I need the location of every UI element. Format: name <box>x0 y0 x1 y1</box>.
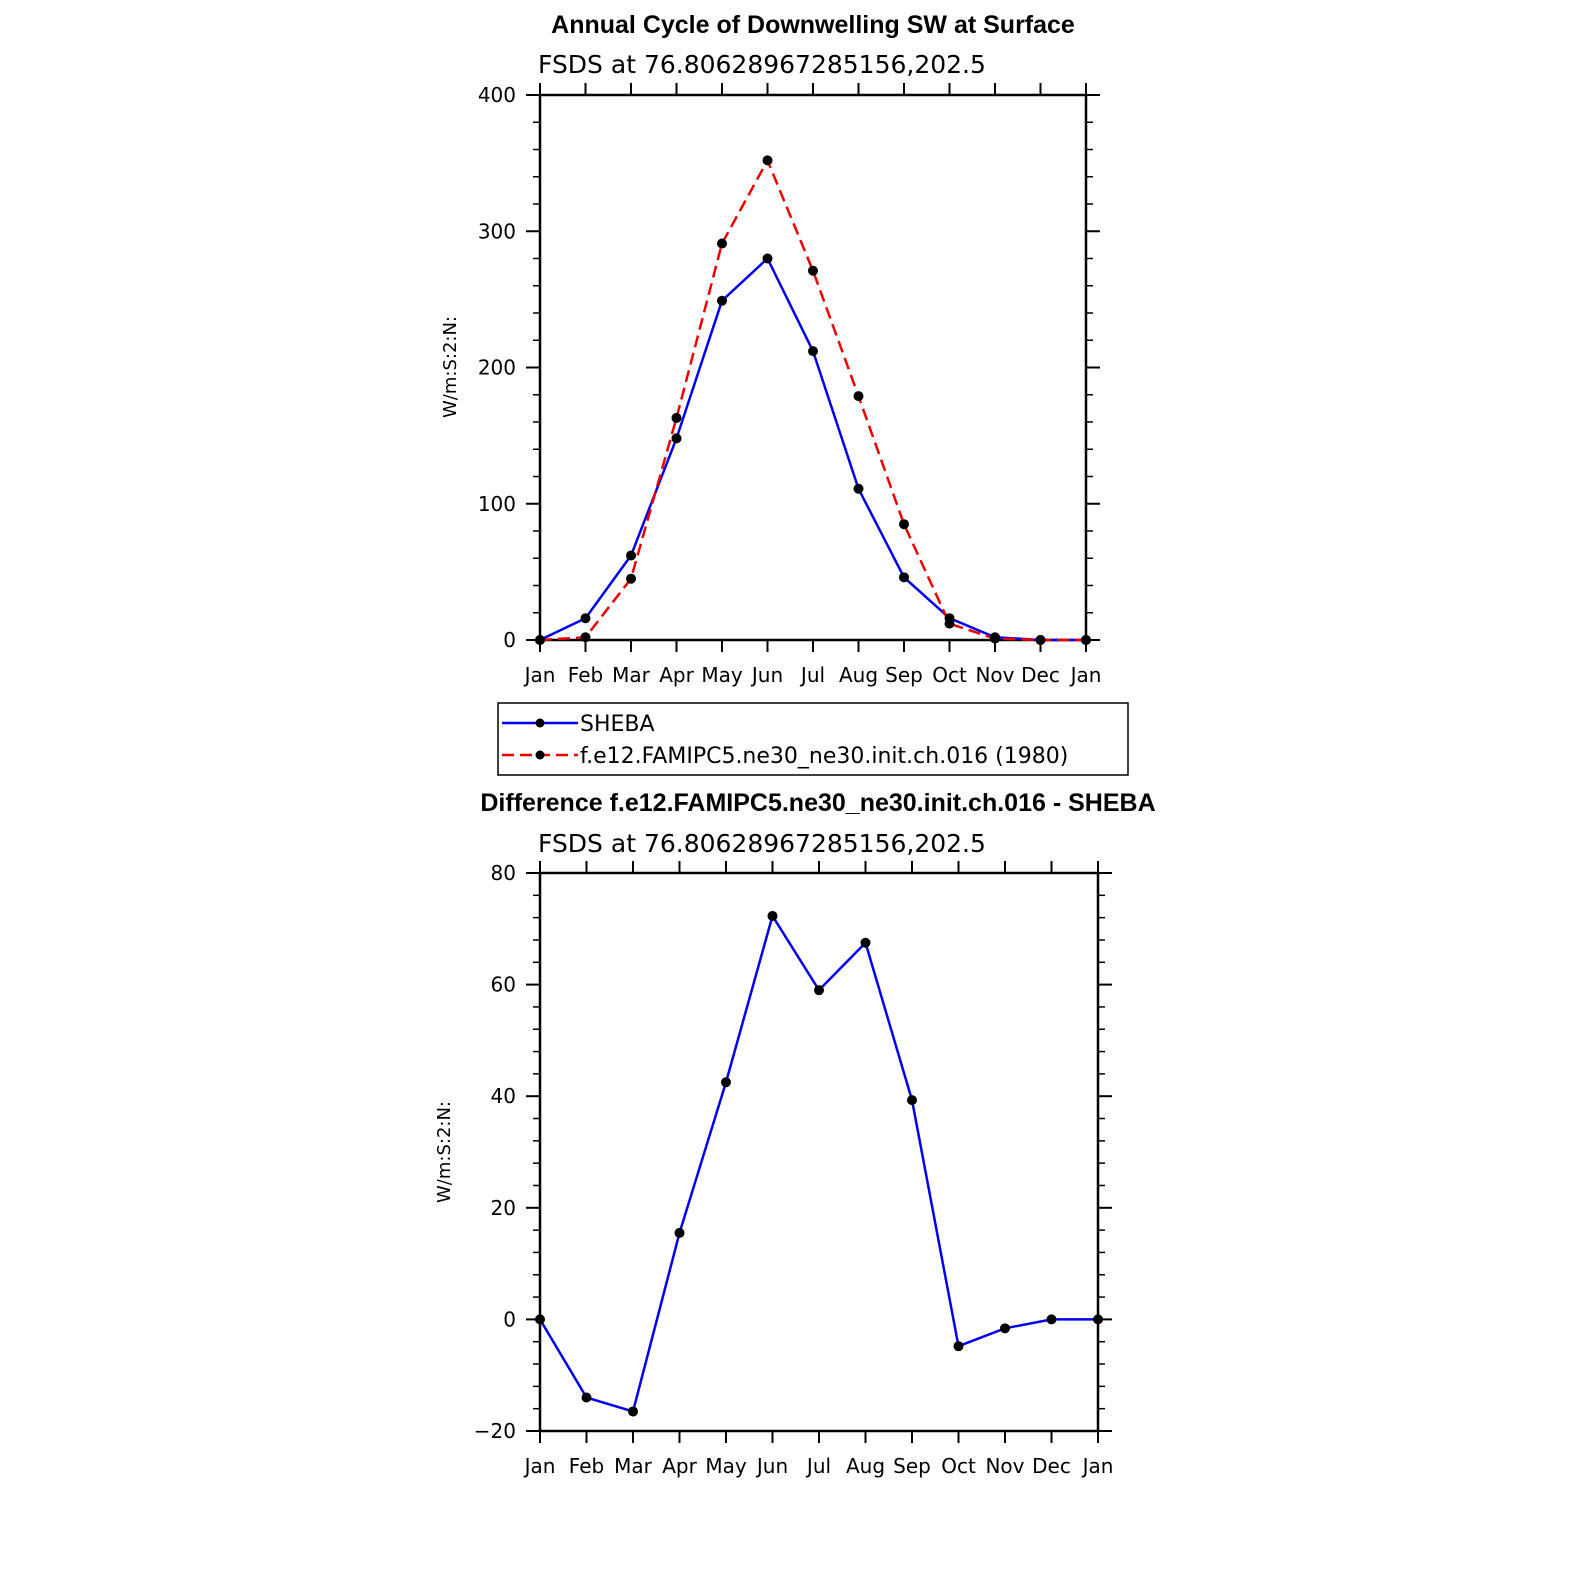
chart2-xtick-label: Aug <box>846 1454 885 1478</box>
chart2-frame <box>538 871 1100 1433</box>
chart2-point <box>860 937 871 948</box>
chart2-xtick-label: Jun <box>755 1454 788 1478</box>
chart2-ylabel: W/m:S:2:N: <box>434 1101 455 1203</box>
chart2-point <box>1046 1314 1057 1325</box>
chart2-point <box>814 985 824 996</box>
legend-marker-sheba <box>535 718 545 728</box>
legend-box <box>497 702 1129 776</box>
chart1-point <box>853 483 864 494</box>
chart1-xtick-label: Apr <box>659 663 694 687</box>
chart2-point <box>581 1392 592 1403</box>
chart1-xtick-label: Jul <box>799 663 825 687</box>
chart2-xtick-label: Oct <box>941 1454 976 1478</box>
chart1-point <box>899 519 909 530</box>
chart1-point <box>626 550 636 561</box>
chart2-ytick-label: 60 <box>491 973 516 997</box>
chart1-subtitle: FSDS at 76.80628967285156,202.5 <box>538 50 986 79</box>
chart1-title: Annual Cycle of Downwelling SW at Surfac… <box>551 11 1075 39</box>
chart1-xtick-label: Feb <box>568 663 603 687</box>
chart1-point <box>853 391 864 402</box>
chart1-point <box>671 412 682 423</box>
chart1-point <box>535 635 545 645</box>
chart1-point <box>762 253 773 264</box>
chart1-xtick-label: Jan <box>523 663 556 687</box>
chart1-xtick-label: Jan <box>1069 663 1102 687</box>
chart2-point <box>721 1077 731 1088</box>
chart2-xtick-label: Jan <box>1081 1454 1114 1478</box>
chart2-xtick-label: Feb <box>569 1454 604 1478</box>
chart2-point <box>1000 1323 1010 1334</box>
chart1-xtick-label: Jun <box>750 663 783 687</box>
chart1-ylabel: W/m:S:2:N: <box>440 316 461 418</box>
annual-cycle-chart: Annual Cycle of Downwelling SW at Surfac… <box>440 11 1129 776</box>
chart1-point <box>717 295 727 306</box>
chart2-xtick-label: Nov <box>985 1454 1024 1478</box>
chart2-point <box>907 1095 917 1106</box>
chart2-point <box>953 1341 964 1352</box>
chart2-point <box>535 1314 545 1325</box>
chart2-subtitle: FSDS at 76.80628967285156,202.5 <box>538 829 986 858</box>
chart1-frame <box>538 93 1088 642</box>
chart2-point <box>767 910 778 921</box>
chart1-ytick-label: 200 <box>478 356 516 380</box>
chart2-point <box>628 1406 638 1417</box>
chart1-ytick-label: 0 <box>503 628 516 652</box>
chart1-point <box>899 572 909 583</box>
legend-label-sheba: SHEBA <box>580 712 655 737</box>
chart1-point <box>762 155 773 166</box>
chart1-point <box>990 633 1000 644</box>
chart1-point <box>580 632 591 643</box>
chart1-ytick-label: 400 <box>478 83 516 107</box>
chart2-xtick-label: Mar <box>614 1454 653 1478</box>
chart1-xtick-label: May <box>701 663 743 687</box>
chart2-xtick-label: Apr <box>662 1454 697 1478</box>
chart1-legend: SHEBA f.e12.FAMIPC5.ne30_ne30.init.ch.01… <box>497 702 1129 776</box>
chart2-ytick-label: 20 <box>491 1196 516 1220</box>
chart2-ytick-label: −20 <box>474 1419 516 1443</box>
chart1-series-line-0 <box>539 256 1086 642</box>
difference-chart: Difference f.e12.FAMIPC5.ne30_ne30.init.… <box>434 789 1156 1478</box>
chart1-ytick-label: 300 <box>478 219 516 243</box>
chart1-xtick-label: Aug <box>839 663 878 687</box>
chart2-ytick-label: 0 <box>503 1307 516 1331</box>
chart1-xtick-label: Oct <box>932 663 967 687</box>
chart2-xtick-label: May <box>705 1454 747 1478</box>
chart2-ytick-label: 80 <box>491 861 516 885</box>
chart2-point <box>1093 1314 1103 1325</box>
chart1-point <box>626 573 636 584</box>
chart2-xtick-label: Jul <box>805 1454 831 1478</box>
chart1-point <box>1035 635 1046 645</box>
chart2-xtick-label: Sep <box>893 1454 931 1478</box>
legend-marker-model <box>535 750 545 760</box>
chart1-xtick-label: Mar <box>612 663 651 687</box>
chart1-xtick-label: Sep <box>885 663 923 687</box>
chart2-xtick-label: Jan <box>523 1454 556 1478</box>
chart1-point <box>580 613 591 624</box>
chart1-ytick-label: 100 <box>478 492 516 516</box>
chart2-title: Difference f.e12.FAMIPC5.ne30_ne30.init.… <box>480 789 1155 817</box>
chart2-point <box>674 1227 685 1238</box>
chart1-point <box>671 433 682 444</box>
chart1-xtick-label: Dec <box>1021 663 1060 687</box>
chart1-point <box>808 346 818 357</box>
chart2-xtick-label: Dec <box>1032 1454 1071 1478</box>
chart1-point <box>717 238 727 249</box>
legend-label-model: f.e12.FAMIPC5.ne30_ne30.init.ch.016 (198… <box>580 744 1068 769</box>
chart1-point <box>808 265 818 276</box>
chart1-point <box>944 618 955 629</box>
chart1-xtick-label: Nov <box>975 663 1014 687</box>
chart2-ytick-label: 40 <box>491 1084 516 1108</box>
chart1-point <box>1081 635 1091 645</box>
